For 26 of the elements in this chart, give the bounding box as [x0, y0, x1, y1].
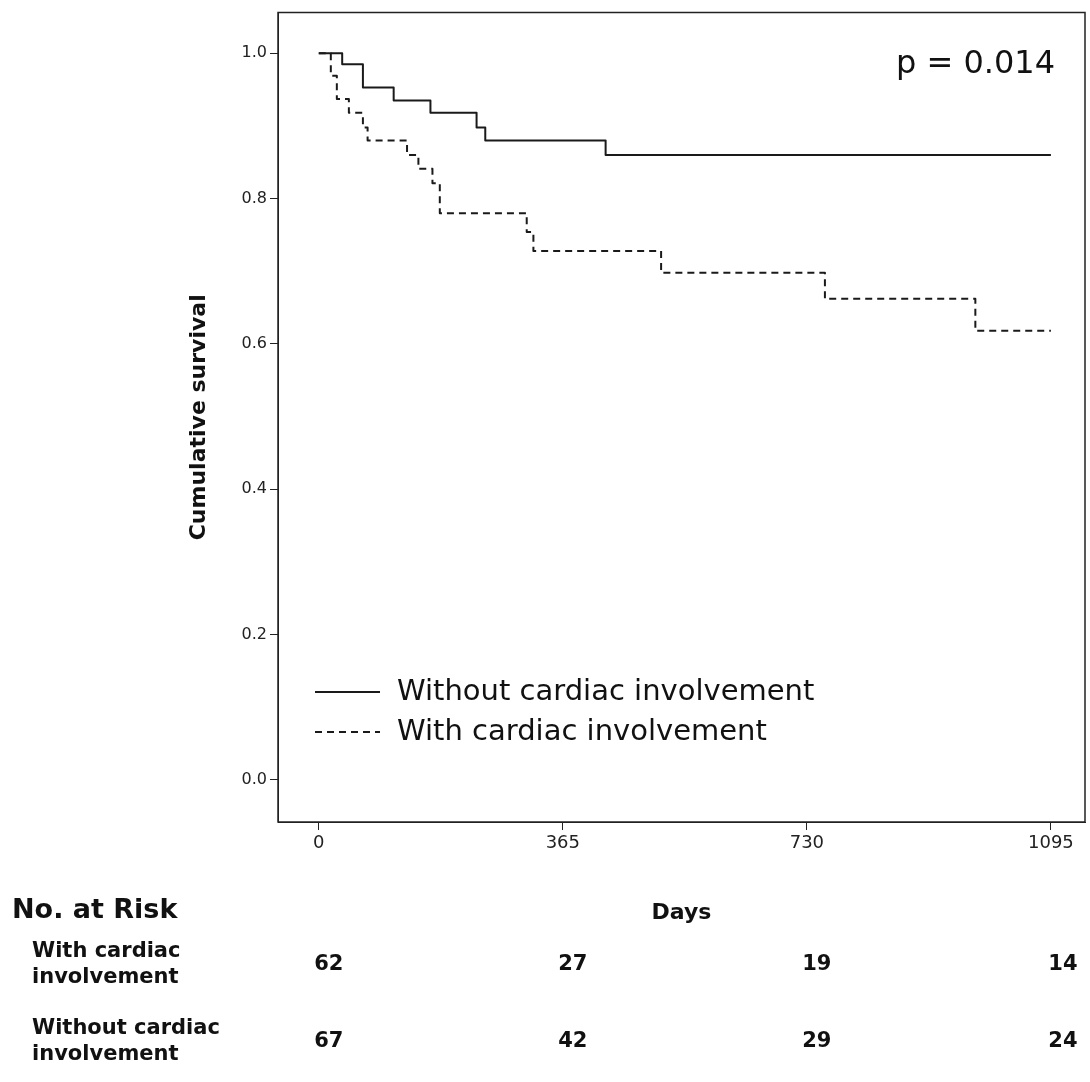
- x-tick-label: 0: [313, 831, 325, 853]
- y-axis-title: Cumulative survival: [184, 294, 210, 541]
- legend-label: Without cardiac involvement: [397, 672, 815, 707]
- x-axis-title: Days: [651, 898, 712, 924]
- text: 62: [314, 951, 344, 975]
- x-tick-label: 730: [789, 831, 825, 853]
- y-tick-label: 0.6: [241, 333, 267, 353]
- y-tick-label: 0.0: [241, 769, 267, 789]
- y-tick-label: 0.2: [241, 623, 267, 643]
- text: 24: [1048, 1028, 1078, 1052]
- x-tick-label: 1095: [1028, 831, 1074, 853]
- text: 67: [314, 1028, 344, 1052]
- text: With cardiac involvement: [32, 937, 182, 989]
- text: No. at Risk: [12, 893, 178, 924]
- text: 29: [802, 1028, 832, 1052]
- text: 42: [558, 1028, 588, 1052]
- legend-label: With cardiac involvement: [397, 712, 767, 747]
- text: 14: [1048, 951, 1078, 975]
- annotation: p = 0.014: [895, 42, 1055, 81]
- y-tick-label: 0.8: [241, 187, 267, 207]
- y-tick-label: 0.4: [241, 478, 267, 498]
- text: 19: [802, 951, 832, 975]
- text: 27: [558, 951, 588, 975]
- x-tick-label: 365: [545, 831, 580, 853]
- text: Without cardiac involvement: [32, 1014, 221, 1066]
- y-tick-label: 1.0: [241, 42, 267, 62]
